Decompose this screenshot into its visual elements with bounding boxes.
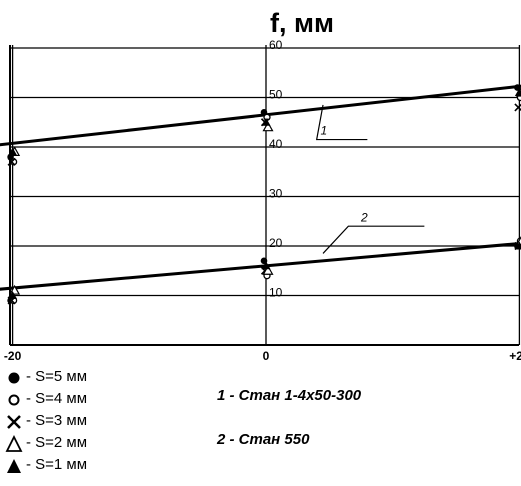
- point-open-triangle: [262, 121, 274, 132]
- point-filled-triangle: [514, 241, 521, 250]
- fit-lines: [0, 84, 521, 291]
- point-filled-triangle: [8, 291, 18, 299]
- y-tick-label: 30: [269, 187, 283, 201]
- x-tick-label: +20: [509, 349, 521, 363]
- y-tick-label: 50: [269, 88, 283, 102]
- data-points: [7, 84, 521, 305]
- grid: [10, 45, 521, 345]
- filled-circle-icon: [8, 372, 20, 384]
- point-cross: [514, 103, 521, 112]
- legend-label-s5: - S=5 мм: [26, 368, 88, 385]
- y-tick-label: 20: [269, 236, 283, 250]
- filled-triangle-icon: [7, 459, 21, 473]
- x-tick-label: 0: [263, 349, 270, 363]
- chart-title: f, мм: [270, 8, 334, 38]
- legend-label-s2: - S=2 мм: [26, 434, 88, 451]
- y-tick-label: 60: [269, 38, 283, 52]
- legend-label-s3: - S=3 мм: [26, 412, 88, 429]
- line-callouts: 12: [315, 104, 425, 254]
- point-filled-triangle: [261, 261, 271, 270]
- callout-leader-1: [315, 104, 368, 141]
- y-tick-label: 40: [269, 137, 283, 151]
- axes: [9, 45, 519, 346]
- point-cross: [7, 157, 16, 166]
- point-open-triangle: [262, 265, 274, 275]
- point-filled-triangle: [261, 117, 271, 126]
- point-filled-triangle: [514, 88, 521, 97]
- cross-icon: [7, 415, 21, 429]
- callout-label-2: 2: [360, 210, 368, 224]
- legend-label-s1: - S=1 мм: [26, 456, 88, 473]
- y-tick-label: 10: [269, 286, 283, 300]
- legend-label-s4: - S=4 мм: [26, 390, 88, 407]
- fit-line-2: [0, 241, 521, 291]
- callout-label-1: 1: [320, 124, 327, 138]
- open-circle-icon: [8, 394, 20, 406]
- point-filled-triangle: [8, 147, 18, 156]
- x-tick-label: -20: [4, 349, 22, 363]
- callout-leader-2: [322, 225, 425, 254]
- open-triangle-icon: [5, 435, 23, 452]
- line-legend-2: 2 - Стан 550: [217, 431, 310, 448]
- line-legend-1: 1 - Стан 1-4х50-300: [217, 387, 362, 404]
- fit-line-1: [0, 84, 521, 147]
